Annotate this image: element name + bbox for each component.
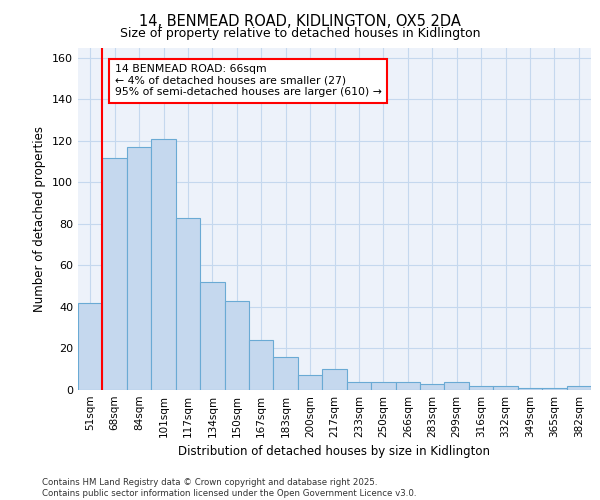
Bar [395, 382, 420, 390]
Text: Contains HM Land Registry data © Crown copyright and database right 2025.
Contai: Contains HM Land Registry data © Crown c… [42, 478, 416, 498]
Bar [566, 386, 591, 390]
Bar [322, 369, 347, 390]
Bar [274, 357, 298, 390]
Text: 14, BENMEAD ROAD, KIDLINGTON, OX5 2DA: 14, BENMEAD ROAD, KIDLINGTON, OX5 2DA [139, 14, 461, 29]
Bar [298, 376, 322, 390]
Bar [78, 303, 103, 390]
Bar [469, 386, 493, 390]
Bar [542, 388, 566, 390]
Bar [200, 282, 224, 390]
Bar [518, 388, 542, 390]
Text: 14 BENMEAD ROAD: 66sqm
← 4% of detached houses are smaller (27)
95% of semi-deta: 14 BENMEAD ROAD: 66sqm ← 4% of detached … [115, 64, 382, 98]
X-axis label: Distribution of detached houses by size in Kidlington: Distribution of detached houses by size … [179, 446, 491, 458]
Bar [249, 340, 274, 390]
Bar [493, 386, 518, 390]
Y-axis label: Number of detached properties: Number of detached properties [34, 126, 46, 312]
Bar [420, 384, 445, 390]
Bar [151, 139, 176, 390]
Bar [103, 158, 127, 390]
Bar [127, 147, 151, 390]
Bar [445, 382, 469, 390]
Bar [371, 382, 395, 390]
Bar [224, 300, 249, 390]
Bar [176, 218, 200, 390]
Text: Size of property relative to detached houses in Kidlington: Size of property relative to detached ho… [120, 28, 480, 40]
Bar [347, 382, 371, 390]
